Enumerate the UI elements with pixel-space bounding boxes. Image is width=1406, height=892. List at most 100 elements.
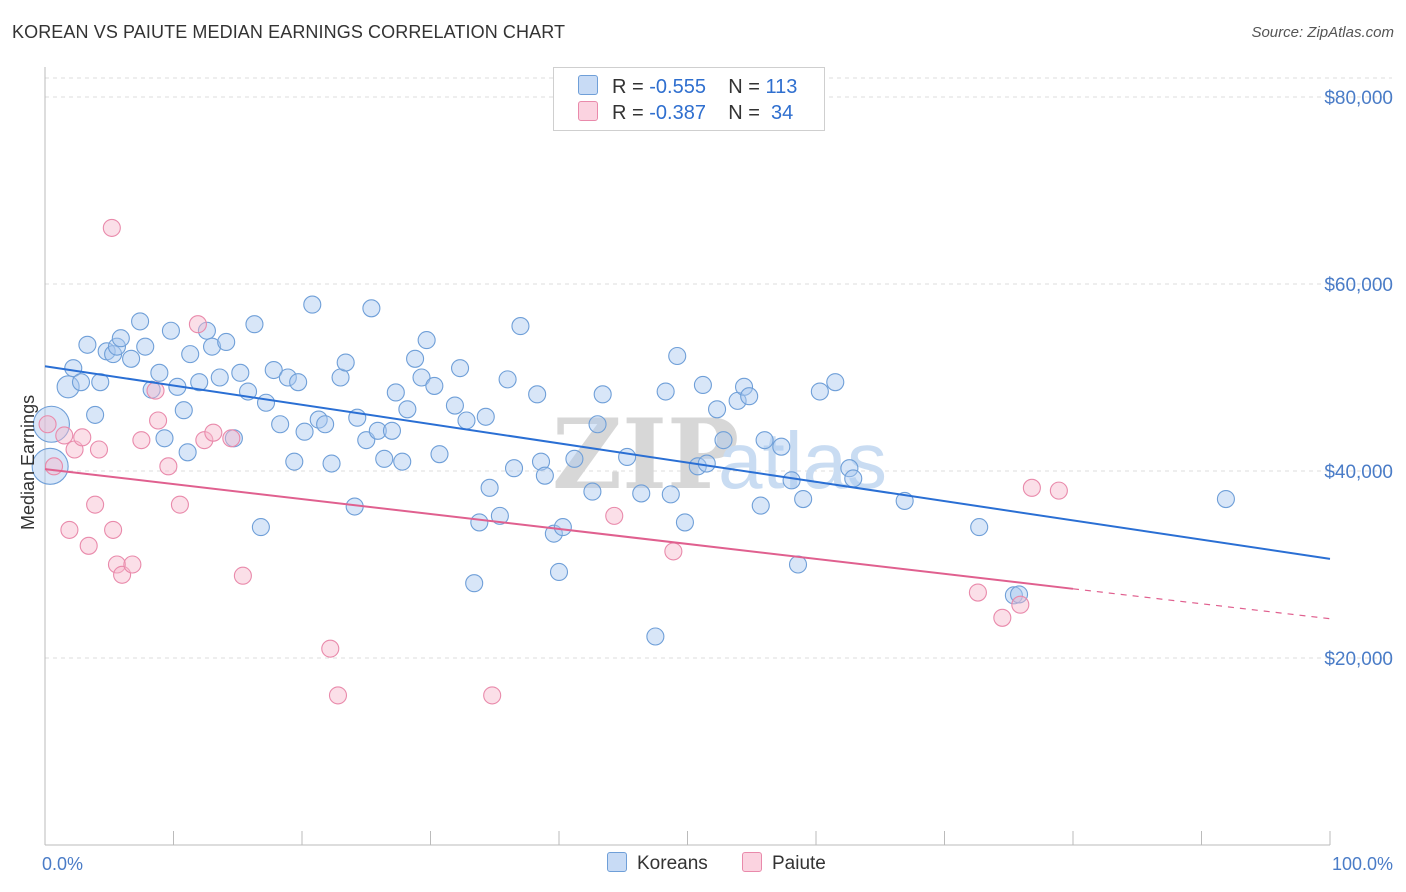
paiute-point	[170, 495, 189, 514]
korean-point	[295, 422, 314, 441]
paiute-point	[89, 440, 109, 459]
paiute-trend-line	[44, 468, 1074, 590]
korean-point	[788, 555, 808, 574]
koreans-trend-line	[44, 365, 1331, 560]
paiute-point	[233, 566, 252, 585]
paiute-point	[605, 506, 624, 525]
korean-point	[755, 431, 774, 450]
korean-point	[618, 447, 637, 467]
korean-point	[425, 376, 444, 395]
paiute-point	[149, 411, 168, 430]
chart-title: KOREAN VS PAIUTE MEDIAN EARNINGS CORRELA…	[12, 22, 566, 42]
paiute-n-label: N =	[728, 102, 760, 124]
korean-point	[336, 353, 355, 372]
korean-point	[714, 431, 733, 450]
paiute-point	[321, 639, 340, 658]
korean-point	[382, 421, 402, 440]
paiute-point	[86, 495, 105, 514]
paiute-point	[104, 520, 123, 539]
korean-point	[178, 443, 197, 462]
legend-paiute-label: Paiute	[772, 853, 826, 874]
korean-point	[528, 385, 547, 404]
korean-point	[970, 518, 989, 537]
paiute-point	[123, 555, 142, 574]
paiute-point	[60, 520, 79, 539]
korean-point	[451, 359, 470, 378]
paiute-point	[44, 457, 64, 476]
y-tick-label: $80,000	[1324, 88, 1393, 109]
koreans-r-label: R =	[612, 76, 644, 98]
korean-point	[285, 452, 304, 471]
korean-point	[368, 421, 387, 440]
korean-point	[136, 337, 155, 356]
korean-point	[386, 383, 405, 402]
y-axis-label: Median Earnings	[18, 395, 38, 530]
korean-point	[445, 396, 464, 415]
paiute-point	[968, 583, 987, 602]
korean-point	[794, 489, 813, 509]
korean-point	[565, 449, 584, 468]
korean-point	[1004, 586, 1023, 605]
koreans-n-label: N =	[728, 76, 760, 98]
korean-point	[181, 345, 200, 364]
watermark-zip: ZIP	[552, 398, 739, 511]
korean-point	[740, 387, 759, 406]
paiute-point	[483, 686, 502, 705]
korean-point	[480, 478, 499, 497]
korean-point	[203, 337, 222, 356]
korean-point	[111, 329, 130, 348]
stats-legend: R = -0.555 N = 113 R = -0.387 N = 34	[553, 67, 825, 131]
korean-point	[322, 454, 341, 473]
paiute-point	[188, 315, 207, 334]
paiute-point	[132, 431, 151, 450]
korean-point	[56, 375, 80, 399]
koreans-points	[31, 295, 1235, 646]
paiute-swatch	[578, 101, 598, 121]
paiute-point	[195, 431, 214, 450]
korean-point	[417, 331, 436, 350]
korean-point	[256, 393, 276, 412]
korean-point	[826, 373, 845, 392]
korean-point	[668, 346, 687, 366]
korean-point	[697, 454, 716, 473]
korean-point	[810, 382, 829, 401]
koreans-r-value: -0.555	[649, 76, 706, 98]
legend-koreans: Koreans	[607, 852, 708, 875]
y-tick-label: $60,000	[1324, 275, 1393, 296]
korean-point	[210, 368, 229, 387]
paiute-n-value: 34	[771, 102, 794, 124]
korean-point	[583, 482, 602, 501]
legend-paiute: Paiute	[742, 852, 826, 875]
paiute-r-label: R =	[612, 102, 644, 124]
korean-point	[398, 400, 417, 419]
korean-point	[393, 452, 412, 471]
x-tick-label: 100.0%	[1332, 854, 1393, 874]
korean-point	[1216, 489, 1235, 509]
korean-point	[840, 459, 859, 478]
paiute-r-value: -0.387	[649, 102, 706, 124]
tick-labels: $20,000 $40,000 $60,000 $80,000 0.0% 100.0%	[42, 88, 1393, 874]
paiute-point	[159, 457, 178, 476]
stats-legend-koreans: R = -0.555 N = 113	[578, 75, 797, 101]
korean-point	[504, 459, 524, 478]
axes	[44, 67, 1331, 846]
korean-point	[217, 332, 236, 352]
korean-point	[470, 513, 489, 532]
korean-point	[64, 359, 83, 378]
korean-point	[406, 349, 425, 368]
koreans-n-value: 113	[765, 76, 798, 98]
korean-point	[375, 449, 394, 468]
korean-point	[675, 513, 694, 532]
korean-point	[122, 349, 141, 368]
paiute-point	[993, 608, 1012, 627]
korean-point	[646, 627, 665, 646]
korean-point	[632, 484, 651, 503]
korean-point	[511, 317, 530, 336]
korean-point	[289, 373, 308, 392]
paiute-point	[38, 415, 57, 434]
korean-point	[316, 415, 335, 434]
paiute-point	[1022, 478, 1041, 497]
legend-koreans-label: Koreans	[637, 853, 708, 874]
stats-legend-paiute: R = -0.387 N = 34	[578, 101, 793, 127]
korean-point	[498, 370, 517, 389]
